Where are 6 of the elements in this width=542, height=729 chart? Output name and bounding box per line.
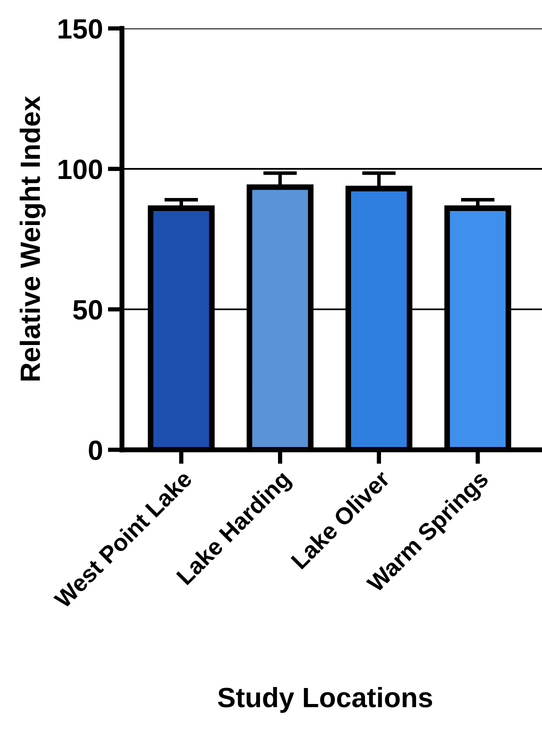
y-tick-label: 150	[58, 19, 102, 39]
y-axis-title: Relative Weight Index	[20, 96, 46, 381]
y-tick-label: 50	[73, 300, 102, 320]
y-tick-label: 100	[58, 160, 102, 180]
y-tick-label: 0	[88, 440, 102, 460]
x-axis-title: Study Locations	[218, 687, 432, 713]
